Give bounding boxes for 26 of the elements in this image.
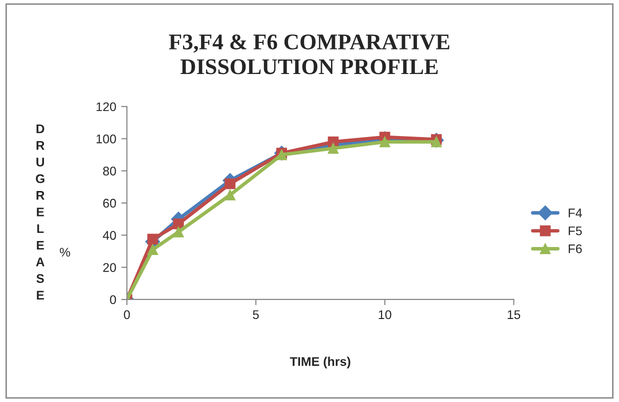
x-tick-label: 5: [252, 310, 259, 320]
y-tick-label: 40: [102, 230, 116, 240]
point: [173, 218, 184, 230]
point: [379, 136, 390, 148]
point: [147, 244, 158, 256]
legend-label: F6: [568, 244, 582, 254]
point: [173, 226, 184, 238]
point: [147, 234, 158, 245]
point: [431, 136, 442, 148]
point: [224, 190, 236, 200]
y-tick-label: 0: [110, 295, 116, 304]
x-tick-label: 15: [508, 310, 520, 320]
y-tick-label: 120: [96, 102, 116, 112]
x-tick-label: 10: [378, 310, 392, 320]
x-axis-title: TIME (hrs): [290, 356, 350, 368]
text: DRUGRELEASE %: [36, 124, 70, 300]
y-tick-label: 60: [103, 198, 116, 208]
x-tick-label: 0: [124, 310, 130, 320]
point: [224, 178, 236, 190]
y-tick-label: 100: [96, 134, 116, 144]
y-tick-label: 80: [103, 166, 116, 176]
legend-label: F5: [568, 226, 582, 236]
y-tick-label: 20: [103, 263, 116, 272]
legend-label: F4: [568, 208, 582, 218]
chart-title: F3,F4 & F6 COMPARATIVE DISSOLUTION PROFILE: [168, 34, 450, 74]
point: [328, 142, 339, 154]
